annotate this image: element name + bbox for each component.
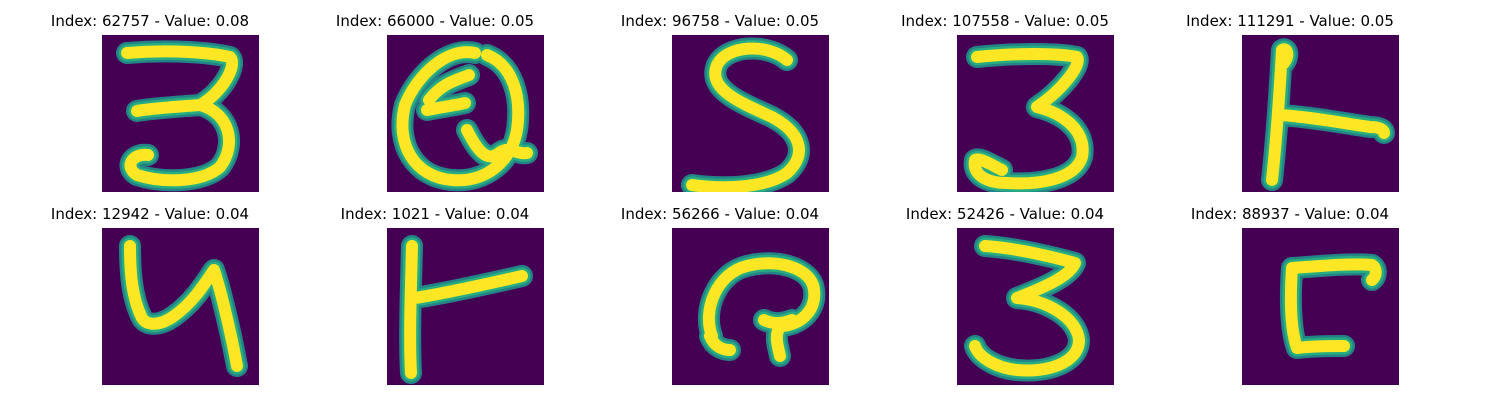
image-panel: Index: 56266 - Value: 0.04 [570, 193, 870, 393]
handwritten-glyph-image [1242, 35, 1399, 192]
panel-title: Index: 96758 - Value: 0.05 [620, 12, 820, 30]
handwritten-glyph-image [957, 35, 1114, 192]
panel-title: Index: 56266 - Value: 0.04 [620, 205, 820, 223]
panel-title: Index: 111291 - Value: 0.05 [1186, 12, 1394, 30]
handwritten-glyph-image [672, 35, 829, 192]
glyph-stroke-core [702, 257, 821, 362]
glyph-stroke-core [404, 240, 528, 379]
image-background [1242, 228, 1399, 385]
handwritten-glyph-image [102, 228, 259, 385]
image-panel: Index: 66000 - Value: 0.05 [285, 0, 585, 200]
handwritten-glyph-image [387, 228, 544, 385]
panel-title: Index: 88937 - Value: 0.04 [1190, 205, 1390, 223]
handwritten-glyph-image [102, 35, 259, 192]
handwritten-glyph-image [1242, 228, 1399, 385]
glyph-stroke-core [124, 240, 243, 372]
image-panel: Index: 88937 - Value: 0.04 [1140, 193, 1440, 393]
image-panel: Index: 1021 - Value: 0.04 [285, 193, 585, 393]
image-panel: Index: 107558 - Value: 0.05 [855, 0, 1155, 200]
handwritten-glyph-image [957, 228, 1114, 385]
image-panel: Index: 52426 - Value: 0.04 [855, 193, 1155, 393]
glyph-stroke-core [968, 48, 1089, 190]
panel-title: Index: 107558 - Value: 0.05 [901, 12, 1109, 30]
image-panel: Index: 12942 - Value: 0.04 [0, 193, 300, 393]
glyph-stroke-core [1284, 258, 1382, 354]
glyph-stroke-core [686, 42, 805, 192]
glyph-stroke-core [121, 45, 238, 187]
glyph-stroke-core [396, 46, 533, 187]
glyph-stroke-core [1266, 43, 1390, 186]
panel-title: Index: 1021 - Value: 0.04 [340, 205, 530, 223]
image-panel: Index: 111291 - Value: 0.05 [1140, 0, 1440, 200]
panel-title: Index: 12942 - Value: 0.04 [50, 205, 250, 223]
handwritten-glyph-image [387, 35, 544, 192]
image-panel: Index: 62757 - Value: 0.08 [0, 0, 300, 200]
image-panel: Index: 96758 - Value: 0.05 [570, 0, 870, 200]
panel-title: Index: 66000 - Value: 0.05 [335, 12, 535, 30]
glyph-stroke-core [969, 240, 1085, 377]
handwritten-glyph-image [672, 228, 829, 385]
panel-title: Index: 52426 - Value: 0.04 [905, 205, 1105, 223]
panel-title: Index: 62757 - Value: 0.08 [50, 12, 250, 30]
